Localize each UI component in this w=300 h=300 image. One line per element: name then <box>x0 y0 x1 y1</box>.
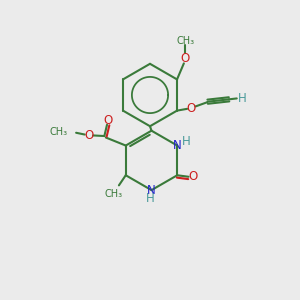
Text: CH₃: CH₃ <box>105 189 123 199</box>
Text: H: H <box>238 92 247 105</box>
Text: O: O <box>187 102 196 115</box>
Text: H: H <box>182 136 190 148</box>
Text: CH₃: CH₃ <box>176 36 194 46</box>
Text: CH₃: CH₃ <box>50 127 68 137</box>
Text: O: O <box>188 170 197 183</box>
Text: O: O <box>103 114 112 127</box>
Text: O: O <box>84 129 94 142</box>
Text: N: N <box>173 139 182 152</box>
Text: N: N <box>147 184 156 196</box>
Text: H: H <box>146 192 154 205</box>
Text: O: O <box>181 52 190 64</box>
